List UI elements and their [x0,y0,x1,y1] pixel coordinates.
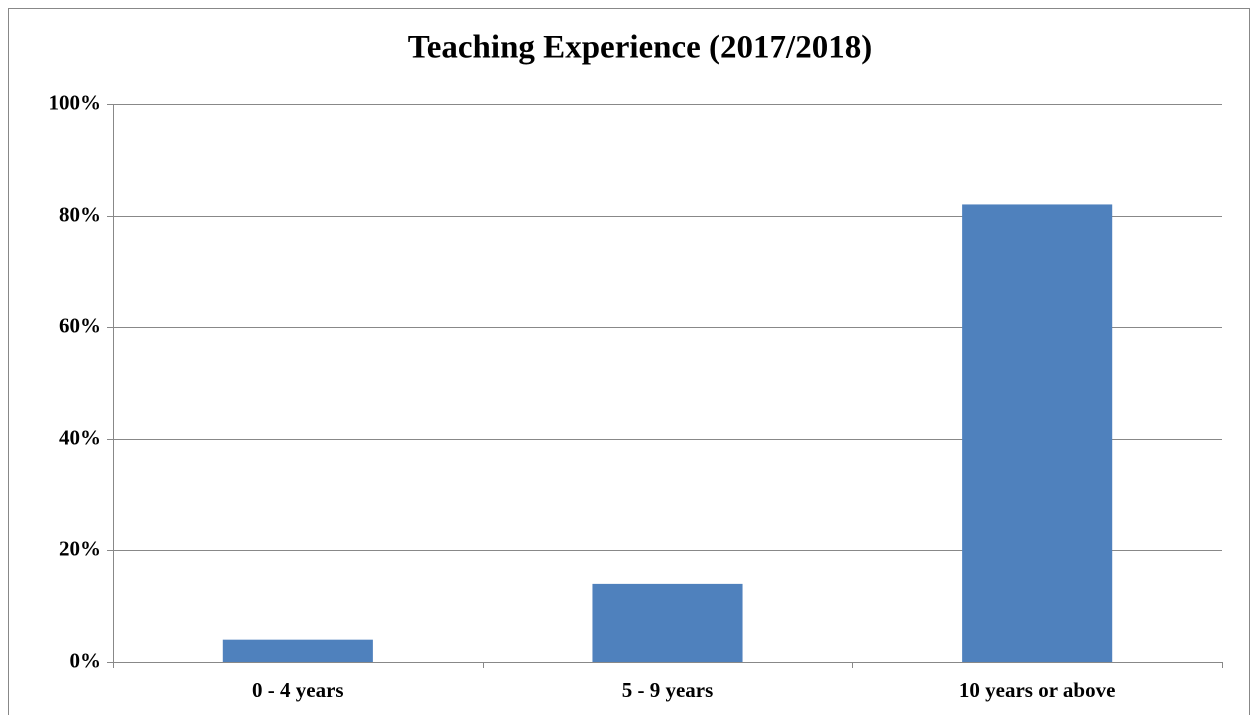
y-tick-label: 60% [59,313,101,337]
y-tick-label: 40% [59,425,101,449]
bar [222,639,373,662]
chart-title: Teaching Experience (2017/2018) [408,30,872,66]
y-tick-label: 20% [59,536,101,560]
chart-border [8,8,1250,715]
x-tick-label: 5 - 9 years [622,678,714,702]
x-tick-label: 0 - 4 years [252,678,344,702]
bar [962,204,1113,662]
y-tick-label: 0% [70,648,102,672]
bar [592,583,743,662]
y-tick-label: 100% [49,90,102,114]
y-tick-label: 80% [59,202,101,226]
x-tick-label: 10 years or above [959,678,1116,702]
